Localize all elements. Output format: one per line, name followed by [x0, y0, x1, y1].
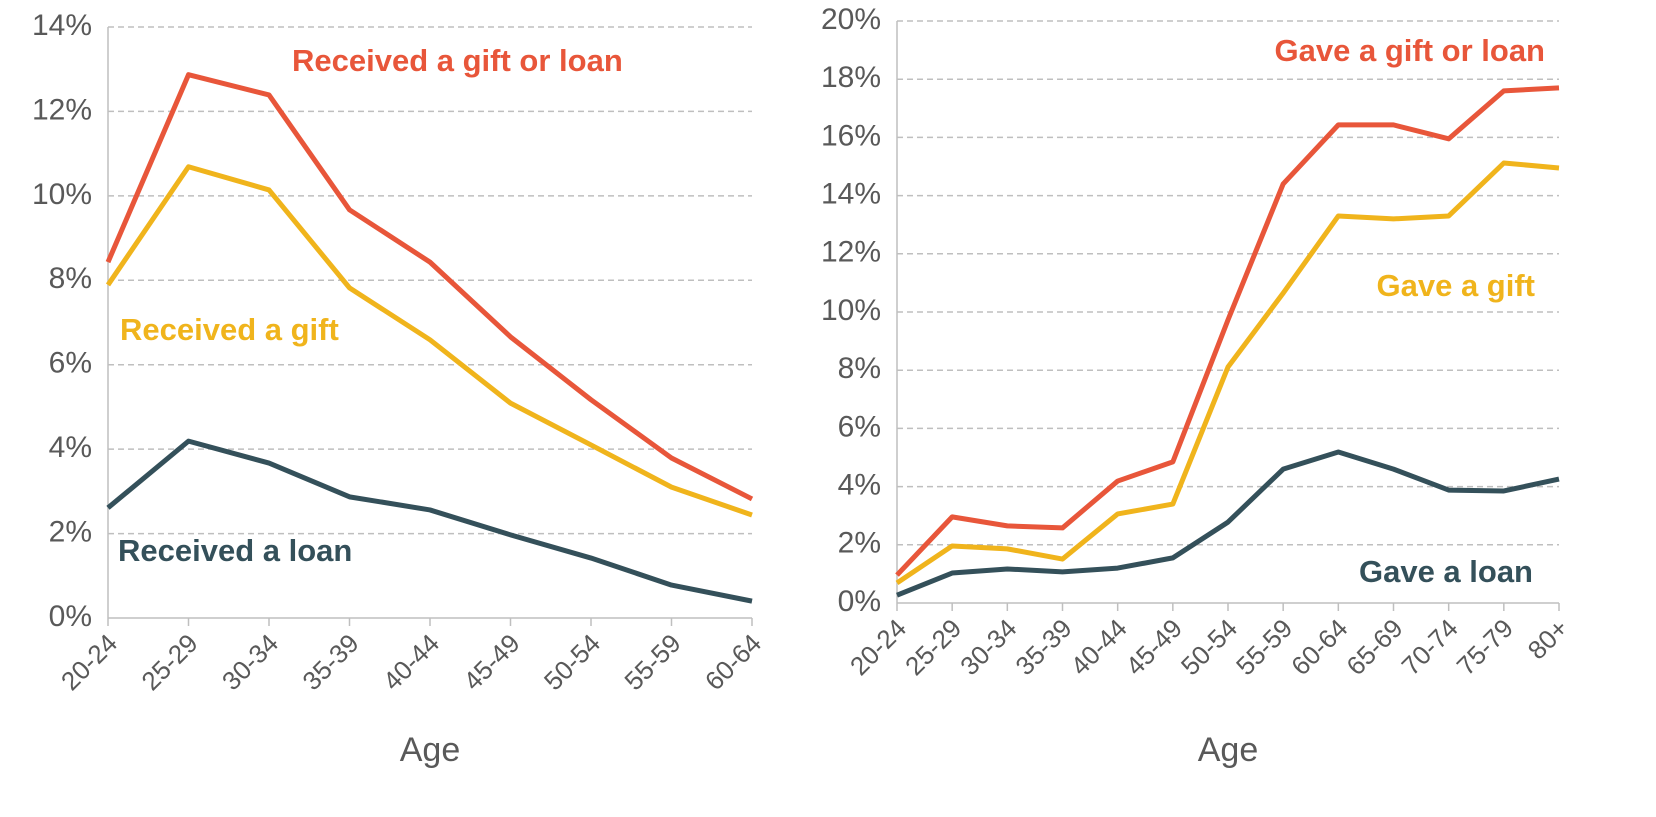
y-tick-label: 18%	[821, 61, 881, 94]
x-axis-title: Age	[1198, 731, 1259, 769]
x-tick-label: 50-54	[538, 628, 606, 696]
series-label: Gave a gift or loan	[1275, 33, 1545, 68]
x-tick-label: 70-74	[1396, 613, 1464, 681]
x-tick-label: 45-49	[457, 628, 525, 696]
series-label: Received a gift	[120, 312, 339, 347]
x-axis-title: Age	[400, 731, 461, 769]
y-tick-label: 4%	[838, 469, 881, 502]
y-tick-label: 14%	[32, 9, 92, 42]
x-tick-label: 25-29	[899, 613, 967, 681]
series-line	[896, 449, 1560, 598]
y-tick-label: 8%	[49, 262, 92, 295]
x-tick-label: 30-34	[216, 628, 284, 696]
series-label: Received a loan	[118, 533, 352, 568]
x-tick-label: 35-39	[1009, 613, 1077, 681]
y-tick-label: 6%	[49, 347, 92, 380]
x-tick-label: 50-54	[1175, 613, 1243, 681]
x-tick-label: 55-59	[1230, 613, 1298, 681]
y-tick-label: 10%	[32, 178, 92, 211]
series-line	[105, 72, 754, 502]
x-tick-label: 20-24	[844, 613, 912, 681]
y-tick-label: 12%	[821, 236, 881, 269]
x-tick-label: 65-69	[1340, 613, 1408, 681]
y-tick-label: 8%	[838, 352, 881, 385]
x-tick-label: 60-64	[1285, 613, 1353, 681]
y-tick-label: 0%	[49, 600, 92, 633]
x-tick-label: 40-44	[1065, 613, 1133, 681]
y-tick-label: 2%	[838, 527, 881, 560]
y-tick-label: 2%	[49, 515, 92, 548]
series-line	[106, 438, 753, 604]
x-tick-label: 20-24	[55, 628, 123, 696]
y-tick-label: 10%	[821, 294, 881, 327]
x-tick-label: 45-49	[1120, 613, 1188, 681]
series-label: Received a gift or loan	[292, 43, 623, 78]
y-tick-label: 6%	[838, 410, 881, 443]
x-tick-label: 75-79	[1451, 613, 1519, 681]
x-tick-label: 55-59	[618, 628, 686, 696]
series-line	[105, 164, 753, 518]
series-line	[895, 160, 1560, 585]
x-tick-label: 30-34	[954, 613, 1022, 681]
y-tick-label: 20%	[821, 3, 881, 36]
x-tick-label: 25-29	[135, 628, 203, 696]
y-tick-label: 4%	[49, 431, 92, 464]
y-tick-label: 0%	[838, 585, 881, 618]
series-line	[895, 85, 1560, 577]
series-label: Gave a gift	[1377, 268, 1536, 303]
y-tick-label: 16%	[821, 119, 881, 152]
series-label: Gave a loan	[1359, 554, 1533, 589]
x-tick-label: 35-39	[296, 628, 364, 696]
y-tick-label: 12%	[32, 93, 92, 126]
x-tick-label: 80+	[1522, 613, 1574, 665]
x-tick-label: 40-44	[377, 628, 445, 696]
x-tick-label: 60-64	[699, 628, 767, 696]
y-tick-label: 14%	[821, 178, 881, 211]
